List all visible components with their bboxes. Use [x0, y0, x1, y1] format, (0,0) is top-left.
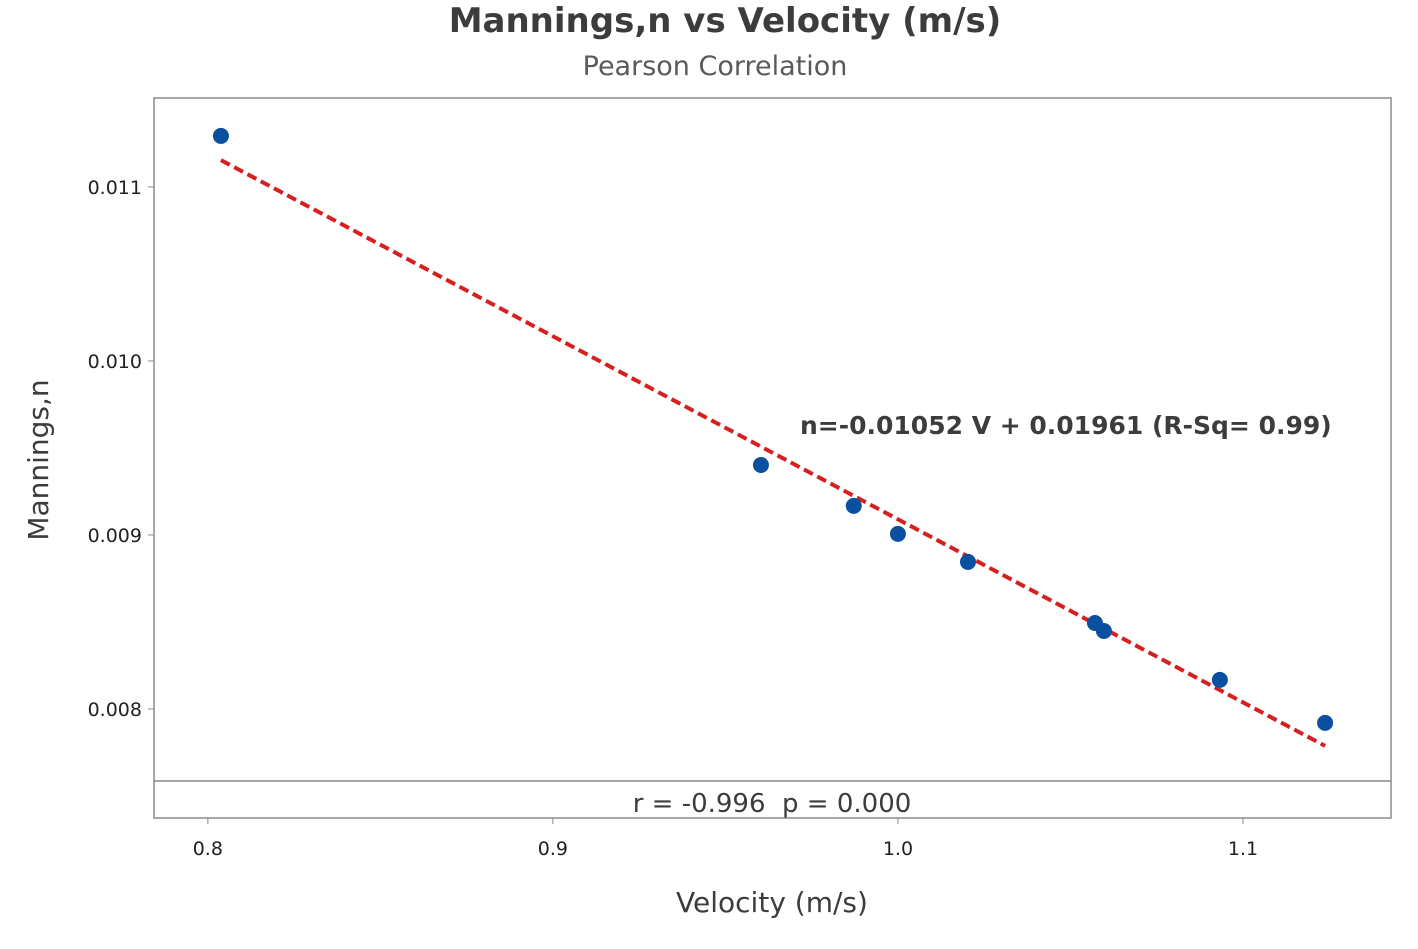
data-point [959, 553, 976, 570]
data-point [1317, 714, 1334, 731]
data-point [845, 497, 862, 514]
y-tick-label: 0.010 [88, 351, 142, 373]
regression-equation: n=-0.01052 V + 0.01961 (R-Sq= 0.99) [800, 411, 1332, 440]
data-point [1095, 623, 1112, 640]
y-tick-label: 0.011 [88, 177, 142, 199]
data-point [889, 525, 906, 542]
y-tick-label: 0.009 [88, 525, 142, 547]
x-axis-label: Velocity (m/s) [676, 886, 868, 919]
x-tick-label: 1.0 [883, 838, 913, 860]
data-point [752, 456, 769, 473]
regression-line [220, 158, 1327, 748]
y-tick-label: 0.008 [88, 699, 142, 721]
data-point [212, 127, 229, 144]
chart-subtitle: Pearson Correlation [583, 51, 848, 82]
data-point [1211, 671, 1228, 688]
x-tick-label: 0.9 [538, 838, 568, 860]
x-tick-label: 0.8 [193, 838, 223, 860]
x-tick-label: 1.1 [1228, 838, 1258, 860]
plot-frame [153, 97, 1392, 819]
correlation-stats: r = -0.996 p = 0.000 [633, 789, 912, 819]
y-axis-label: Mannings,n [22, 379, 55, 540]
chart-title: Mannings,n vs Velocity (m/s) [449, 1, 1002, 41]
